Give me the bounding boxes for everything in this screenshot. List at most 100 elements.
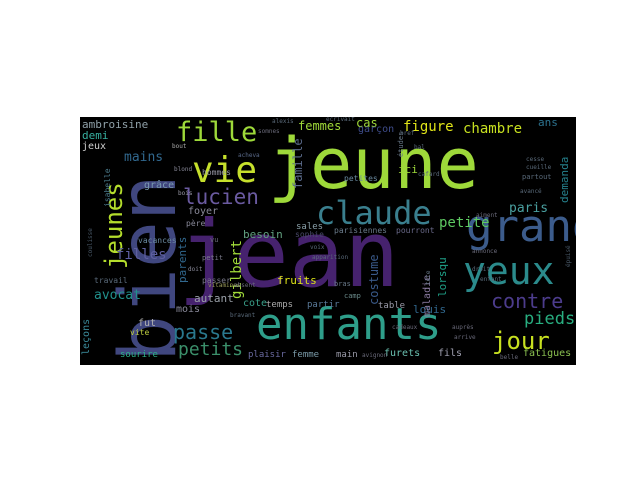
word-lucien: lucien <box>183 185 259 209</box>
word-ans: ans <box>538 117 558 129</box>
word-cueille: cueille <box>526 164 552 171</box>
word-demanda: demanda <box>558 156 571 203</box>
word-besoin: besoin <box>243 228 283 241</box>
word-blond: blond <box>174 166 193 173</box>
word-mois: mois <box>176 304 201 315</box>
word-fruits: fruits <box>277 274 317 287</box>
word-vacances: vacances <box>138 236 177 245</box>
word-sophie: sophie <box>295 230 324 239</box>
word-fatigues: fatigues <box>523 348 572 359</box>
word-ecrivait: écrivait <box>326 117 355 123</box>
word-lorsqu: lorsqu <box>436 257 449 297</box>
word-cafard: cafard <box>418 171 440 178</box>
word-arrive: arrive <box>454 334 476 341</box>
word-travail: travail <box>94 276 128 285</box>
word-sourire: sourire <box>120 350 158 360</box>
word-cote: cote <box>243 298 268 309</box>
word-jour: jour <box>492 327 550 355</box>
word-lecons: leçons <box>81 318 92 355</box>
word-gilbert: gilbert <box>229 239 245 299</box>
word-coulisse: coulisse <box>87 228 94 257</box>
word-hommes: hommes <box>202 168 231 177</box>
word-chambre: chambre <box>463 121 523 137</box>
word-cloud: jeune jean bien enfants grand yeux vie c… <box>80 117 576 365</box>
word-enfants: enfants <box>256 299 442 350</box>
word-droit: droit <box>472 266 491 273</box>
word-vu: vu <box>210 236 219 244</box>
word-voix: voix <box>310 244 325 251</box>
word-jeux: jeux <box>82 141 107 152</box>
word-parisiennes: parisiennes <box>334 226 387 235</box>
word-vie: vie <box>192 150 258 191</box>
word-parents: parents <box>176 236 189 283</box>
word-bois: bois <box>178 190 193 197</box>
word-aupres: auprès <box>452 324 474 331</box>
word-camp: camp <box>344 292 361 300</box>
word-louis: louis <box>413 303 447 316</box>
word-petit: petit <box>202 254 224 262</box>
word-fille: fille <box>176 117 258 148</box>
word-alexis: alexis <box>272 118 294 125</box>
word-bras: bras <box>334 280 351 288</box>
word-tete: tête <box>425 270 432 285</box>
word-grand: grand <box>466 201 576 252</box>
word-plaisir: plaisir <box>248 350 286 360</box>
word-avance: avancé <box>520 188 542 195</box>
word-famille: famille <box>291 138 305 189</box>
word-foyer: foyer <box>188 206 219 217</box>
word-claude: claude <box>316 194 432 232</box>
word-femmes: femmes <box>298 119 342 133</box>
word-annonce: annonce <box>472 248 498 255</box>
word-garcon: garçon <box>358 124 395 135</box>
word-bal: bal <box>414 144 425 151</box>
word-bravant: bravant <box>230 312 256 319</box>
word-cesse: cesse <box>526 156 545 163</box>
word-pieds: pieds <box>524 309 576 329</box>
word-mains: mains <box>124 150 164 165</box>
word-fut: fut <box>138 318 157 329</box>
word-petite: petite <box>439 215 490 231</box>
word-main: main <box>336 350 358 360</box>
word-grace: grâce <box>144 180 175 191</box>
word-pere: père <box>186 219 206 228</box>
word-epuise: épuisé <box>565 245 572 267</box>
word-cas: cas <box>356 117 378 130</box>
word-aiment: aiment <box>476 212 498 219</box>
word-petites: petites <box>344 174 378 183</box>
word-acheva: acheva <box>238 152 260 159</box>
word-table: table <box>378 301 406 311</box>
word-yeux: yeux <box>463 249 555 293</box>
word-costume: costume <box>367 254 381 305</box>
word-ici: ici <box>398 163 418 176</box>
word-passe: passe <box>173 320 234 344</box>
word-sales: sales <box>296 222 324 232</box>
word-fils: fils <box>438 348 463 359</box>
word-avignon: avignon <box>362 352 388 359</box>
word-somnes: somnes <box>258 128 280 135</box>
word-partout: partout <box>522 173 552 181</box>
word-temps: temps <box>266 300 294 310</box>
word-filles: filles <box>116 247 167 263</box>
word-avocat: avocat <box>94 288 141 303</box>
word-figure: figure <box>403 119 454 135</box>
word-contre: contre <box>491 289 564 313</box>
word-absent: absent <box>234 282 256 289</box>
word-ambroisine: ambroisine <box>82 118 149 131</box>
word-jeune: jeune <box>268 123 479 205</box>
word-paris: paris <box>509 201 549 216</box>
word-femme: femme <box>292 350 320 360</box>
word-bref: bref <box>400 130 415 137</box>
word-enfant: enfant <box>480 276 502 283</box>
word-vitamines: vitamines <box>208 282 241 289</box>
word-passer: passer <box>202 276 231 285</box>
word-bout: bout <box>172 143 187 150</box>
word-jean: jean <box>178 201 400 308</box>
word-doit: doit <box>188 266 203 273</box>
word-vite: vite <box>130 328 150 337</box>
word-isabelle: isabelle <box>103 168 112 207</box>
word-pourront: pourront <box>396 226 435 235</box>
word-partir: partir <box>307 300 340 310</box>
word-demi: demi <box>82 129 109 142</box>
word-furets: furets <box>384 348 421 359</box>
word-belle: belle <box>500 354 519 361</box>
